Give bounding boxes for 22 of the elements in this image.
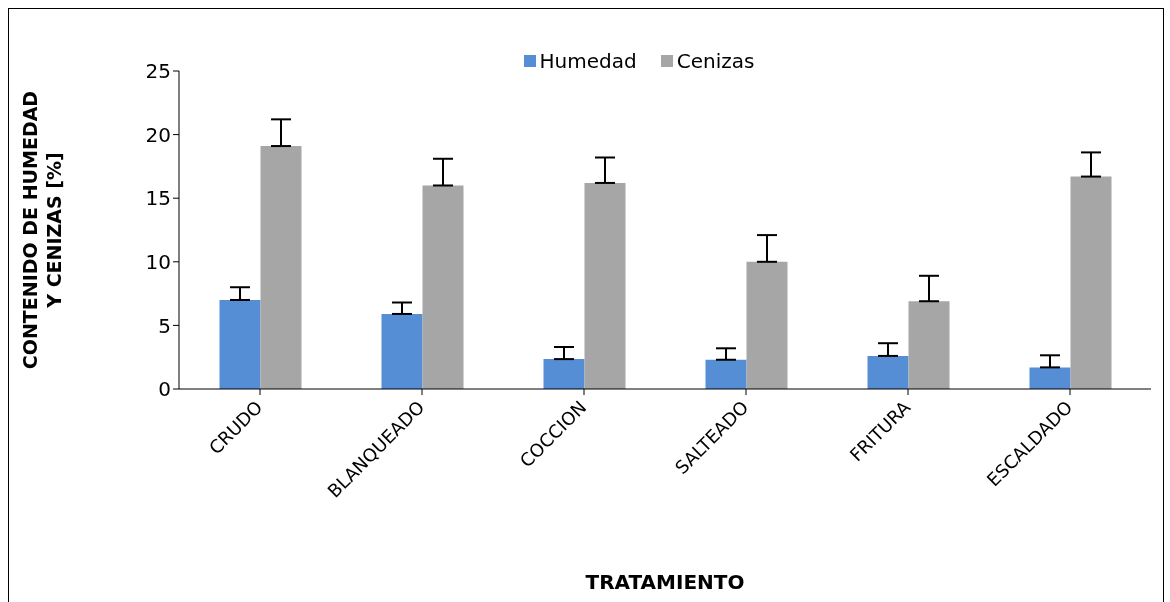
bar — [543, 359, 585, 389]
bar — [867, 355, 909, 389]
bar — [1070, 176, 1112, 389]
legend-label: Cenizas — [675, 49, 755, 73]
bar — [381, 313, 423, 389]
bar — [908, 301, 950, 389]
bar — [1029, 367, 1071, 389]
y-tick-label: 20 — [145, 122, 171, 147]
y-tick-label: 10 — [145, 249, 171, 274]
y-tick-label: 25 — [145, 59, 171, 84]
bar — [219, 299, 261, 389]
y-axis-title: CONTENIDO DE HUMEDAD Y CENIZAS [%] — [19, 90, 65, 370]
y-tick-label: 15 — [145, 186, 171, 211]
x-axis-title: TRATAMIENTO — [585, 570, 745, 594]
y-tick-label: 5 — [158, 313, 171, 338]
legend-label: Humedad — [538, 49, 637, 73]
bar — [260, 146, 302, 389]
bar — [746, 261, 788, 389]
bar — [422, 185, 464, 389]
bar — [584, 182, 626, 389]
bar — [705, 359, 747, 389]
y-tick-label: 0 — [158, 377, 171, 402]
